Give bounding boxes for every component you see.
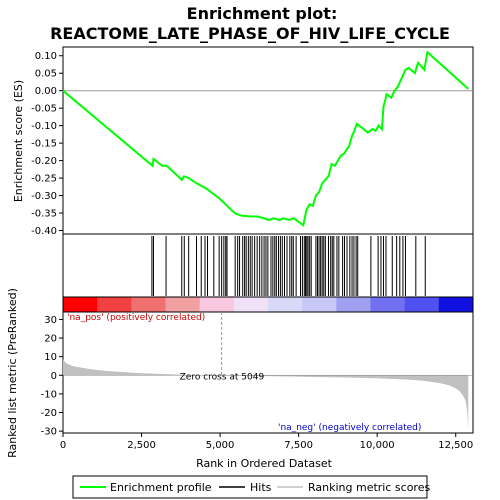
neg-correlated-label: 'na_neg' (negatively correlated) — [278, 423, 421, 433]
es-y-tick-label: -0.30 — [31, 191, 57, 202]
heat-bar-segment — [199, 297, 235, 312]
x-axis: 0 2,500 5,000 7,500 10,000 12,500 — [60, 433, 473, 451]
chart-title-line1: Enrichment plot: — [187, 4, 338, 23]
x-tick-label: 7,500 — [284, 440, 313, 451]
heat-bar-segment — [97, 297, 132, 312]
pos-correlated-label: 'na_pos' (positively correlated) — [67, 313, 205, 323]
es-panel-frame — [62, 46, 474, 235]
metric-y-axis: 30 20 10 0 -10 -20 -30 — [41, 315, 63, 438]
heat-bar-segment — [336, 297, 371, 312]
x-axis-label: Rank in Ordered Dataset — [196, 457, 333, 470]
metric-y-axis-label: Ranked list metric (PreRanked) — [6, 288, 19, 458]
metric-panel: Zero cross at 5049 'na_pos' (positively … — [6, 288, 474, 458]
es-y-tick-label: -0.40 — [31, 226, 57, 237]
metric-y-tick-label: 30 — [44, 315, 57, 326]
hit-marks — [151, 236, 426, 296]
x-tick-label: 10,000 — [360, 440, 395, 451]
es-y-axis-label: Enrichment score (ES) — [12, 80, 25, 202]
heat-bar-segment — [404, 297, 440, 312]
heat-bar-segment — [302, 297, 337, 312]
zero-cross-label: Zero cross at 5049 — [180, 372, 265, 382]
hits-panel — [62, 233, 474, 298]
metric-y-tick-label: -20 — [41, 408, 57, 419]
es-y-tick-label: -0.15 — [31, 139, 57, 150]
es-y-tick-label: 0.10 — [35, 51, 57, 62]
metric-panel-frame — [62, 311, 474, 434]
legend-metric-label: Ranking metric scores — [308, 481, 430, 494]
es-panel: 0.10 0.05 0.00 -0.05 -0.10 -0.15 -0.20 -0.25 -0.… — [12, 46, 474, 237]
x-tick-label: 2,500 — [127, 440, 156, 451]
chart-title-line2: REACTOME_LATE_PHASE_OF_HIV_LIFE_CYCLE — [50, 24, 450, 43]
es-y-tick-label: -0.20 — [31, 156, 57, 167]
metric-y-tick-label: 0 — [51, 371, 57, 382]
es-y-tick-label: 0.00 — [35, 86, 57, 97]
es-y-tick-label: -0.10 — [31, 121, 57, 132]
es-y-tick-label: -0.35 — [31, 209, 57, 220]
metric-y-tick-label: 20 — [44, 334, 57, 345]
heat-bar-segment — [131, 297, 166, 312]
ranking-metric-area — [63, 359, 469, 430]
legend: Enrichment profile Hits Ranking metric s… — [72, 475, 430, 499]
x-tick-label: 12,500 — [438, 440, 473, 451]
es-y-tick-label: -0.25 — [31, 174, 57, 185]
metric-y-tick-label: 10 — [44, 352, 57, 363]
metric-y-tick-label: -30 — [41, 427, 57, 438]
legend-box — [72, 475, 428, 499]
heat-bar-segment — [233, 297, 269, 312]
es-y-axis: 0.10 0.05 0.00 -0.05 -0.10 -0.15 -0.20 -0.25 -0.… — [31, 51, 63, 237]
es-y-tick-label: -0.05 — [31, 104, 57, 115]
x-tick-label: 5,000 — [206, 440, 235, 451]
rank-color-bar — [62, 296, 474, 313]
metric-y-tick-label: -10 — [41, 389, 57, 400]
heat-bar-segment — [268, 297, 303, 312]
es-y-tick-label: 0.05 — [35, 69, 57, 80]
legend-enrichment-label: Enrichment profile — [110, 481, 212, 494]
heat-bar-segment — [63, 297, 98, 312]
enrichment-profile-line — [62, 50, 469, 228]
legend-hits-label: Hits — [250, 481, 272, 494]
heat-bar-segment — [165, 297, 201, 312]
heat-bar-segment — [438, 297, 474, 312]
heat-bar-segment — [370, 297, 406, 312]
x-tick-label: 0 — [60, 440, 66, 451]
